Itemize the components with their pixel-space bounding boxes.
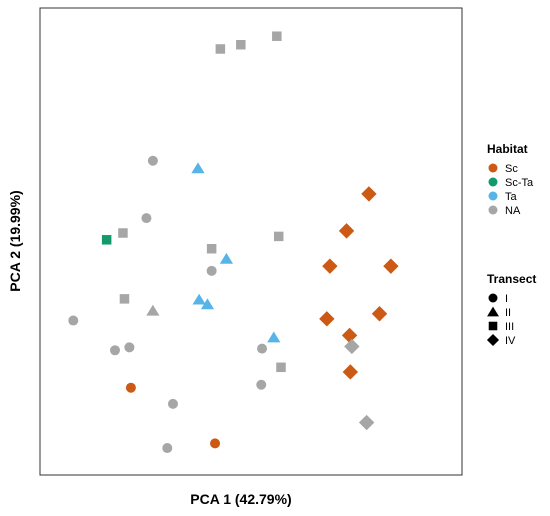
data-point [342,364,359,380]
data-point [383,258,399,274]
legend-label: NA [505,205,521,217]
data-point [191,162,205,174]
data-point [119,294,130,304]
data-point [236,39,246,50]
legend-swatch [486,333,500,347]
legend-swatch [488,205,498,215]
data-point [118,228,128,238]
legend-swatch [488,321,498,331]
legend-swatch [487,306,499,317]
habitat-legend: Habitat Sc Sc-Ta Ta NA [487,142,534,217]
data-point [162,443,173,454]
y-axis-label: PCA 2 (19.99%) [7,190,23,291]
data-point [206,265,217,276]
data-point [267,331,281,343]
data-point [192,293,206,305]
legend-label: I [505,293,508,305]
data-point [371,306,388,322]
data-point [101,235,112,245]
legend-label: Ta [505,191,518,203]
legend-swatch [488,293,498,303]
legend-swatch [488,191,498,201]
data-point [109,345,120,356]
data-point [273,231,284,242]
legend-label: IV [505,335,516,347]
data-point [338,223,355,239]
legend-label: II [505,307,511,319]
data-point [341,327,358,344]
data-point [124,342,135,353]
data-point [206,243,217,254]
x-axis-label: PCA 1 (42.79%) [190,491,291,507]
data-points [68,31,399,454]
legend-label: Sc-Ta [505,177,534,189]
data-point [256,379,267,390]
data-point [272,31,282,41]
data-point [358,414,375,431]
data-point [146,304,160,316]
legend-title: Transect [487,272,536,286]
data-point [210,438,221,449]
data-point [147,155,158,166]
data-point [319,311,335,327]
data-point [125,382,136,393]
data-point [257,343,268,354]
data-point [68,315,79,326]
data-point [219,252,234,264]
legend-title: Habitat [487,142,528,156]
legend-swatch [488,163,498,173]
legend-swatch [488,177,498,187]
data-point [361,186,377,202]
legend-label: Sc [505,163,518,175]
data-point [344,338,360,355]
data-point [167,398,178,409]
data-point [276,362,286,373]
data-point [200,298,215,310]
data-point [215,44,226,54]
legend-label: III [505,321,514,333]
data-point [141,213,152,224]
data-point [322,258,338,274]
